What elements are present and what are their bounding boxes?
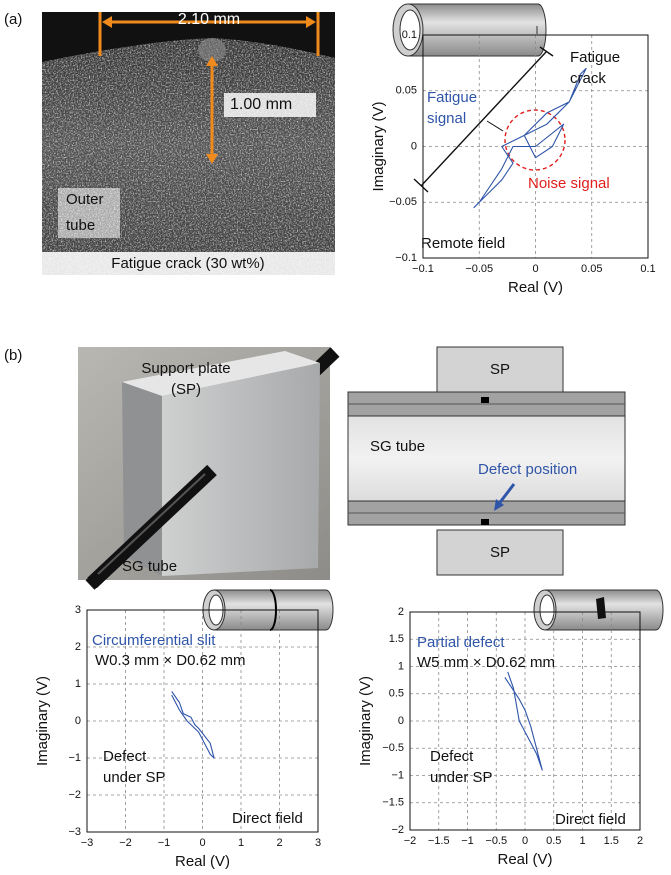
panel-label: (b) [4,347,22,364]
x-tick-label: −3 [81,837,94,849]
y-tick-label: 1.5 [389,633,404,645]
y-tick-label: 0 [75,715,81,727]
photo-caption: Fatigue crack (30 wt%) [111,255,264,272]
region-label: Outer [66,191,104,208]
x-tick-label: 0 [532,263,538,275]
annotation: Remote field [421,235,505,252]
photo-a [42,12,335,275]
y-tick-label: 1 [75,678,81,690]
y-axis-label: Imaginary (V) [34,676,51,766]
annotation: Noise signal [528,175,610,192]
annotation: signal [427,110,466,127]
x-tick-label: 1.5 [604,835,619,847]
x-axis-label: Real (V) [508,279,563,296]
tube-label: SG tube [122,558,177,575]
y-tick-label: −0.05 [389,196,417,208]
x-tick-label: −2 [404,835,417,847]
y-tick-label: 0.1 [402,29,417,41]
annotation: under SP [430,769,493,786]
photo-b [78,347,335,585]
x-axis-label: Real (V) [175,853,230,870]
annotation: crack [570,70,606,87]
width-label: 2.10 mm [178,11,240,28]
y-tick-label: 0.05 [396,85,417,97]
y-tick-label: 1 [398,660,404,672]
x-tick-label: 0.1 [640,263,655,275]
pointer [487,121,503,131]
defect-label: Defect position [478,461,577,478]
depth-label: 1.00 mm [230,96,292,113]
y-tick-label: 2 [75,641,81,653]
x-tick-label: −0.5 [485,835,507,847]
y-tick-label: −3 [68,826,81,838]
y-tick-label: 0.5 [389,688,404,700]
annotation: W0.3 mm × D0.62 mm [95,652,245,669]
x-tick-label: −0.1 [412,263,434,275]
x-tick-label: −0.05 [465,263,493,275]
annotation: Direct field [232,810,303,827]
plate-label: SP [490,361,510,378]
plate-label: SP [490,544,510,561]
y-tick-label: −1.5 [382,797,404,809]
y-axis-label: Imaginary (V) [370,101,387,191]
tube-label: SG tube [370,438,425,455]
y-tick-label: −1 [391,769,404,781]
y-tick-label: 2 [398,606,404,618]
y-tick-label: −2 [68,789,81,801]
x-tick-label: −1 [461,835,474,847]
annotation: Circumferential slit [92,632,216,649]
figure: (a) 2.10 mm 1.00 mm Outer tube Fatigue c… [0,0,671,875]
y-tick-label: −1 [68,752,81,764]
y-tick-label: 0 [398,715,404,727]
y-tick-label: −2 [391,824,404,836]
y-tick-label: 3 [75,604,81,616]
annotation: Fatigue [570,49,620,66]
plate-label: (SP) [171,381,201,398]
x-tick-label: 0 [522,835,528,847]
signal-line [172,691,214,758]
annotation: Direct field [555,811,626,828]
x-tick-label: 0.5 [546,835,561,847]
y-tick-label: −0.1 [395,252,417,264]
plate-label: Support plate [141,360,230,377]
x-tick-label: 0 [199,837,205,849]
x-tick-label: 1 [579,835,585,847]
x-axis-label: Real (V) [497,851,552,868]
x-tick-label: −1.5 [428,835,450,847]
panel-label: (a) [4,11,22,28]
annotation: Partial defect [417,634,505,651]
x-tick-label: 2 [276,837,282,849]
annotation: W5 mm × D0.62 mm [417,654,555,671]
annotation: Fatigue [427,89,477,106]
x-tick-label: 0.05 [581,263,602,275]
y-tick-label: −0.5 [382,742,404,754]
annotation: under SP [103,769,166,786]
x-tick-label: 3 [315,837,321,849]
y-axis-label: Imaginary (V) [357,676,374,766]
annotation: Defect [430,748,474,765]
y-tick-label: 0 [411,140,417,152]
region-label: tube [66,217,95,234]
x-tick-label: −1 [158,837,171,849]
annotation: Defect [103,748,147,765]
x-tick-label: 2 [637,835,643,847]
x-tick-label: −2 [119,837,132,849]
x-tick-label: 1 [238,837,244,849]
